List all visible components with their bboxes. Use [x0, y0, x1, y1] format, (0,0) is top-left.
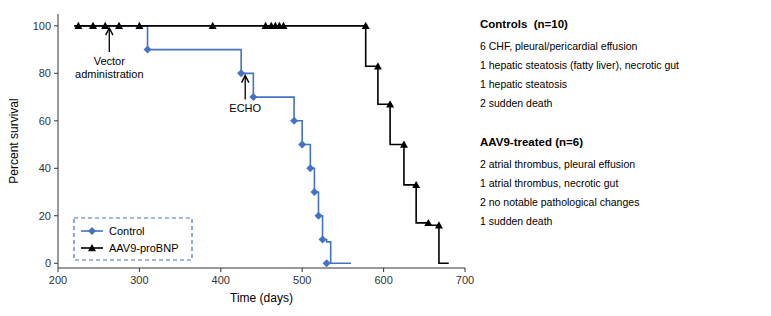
- point-marker: [298, 141, 306, 149]
- point-marker: [144, 46, 152, 54]
- point-marker: [306, 164, 314, 172]
- x-axis-label: Time (days): [230, 291, 293, 305]
- x-tick: [465, 268, 466, 272]
- chart: 200 300 400 500 600 700 0 20 40 60 80 100 Time (days…: [0, 0, 771, 316]
- y-tick-label: 60: [39, 115, 51, 127]
- note-line: 2 atrial thrombus, pleural effusion: [480, 158, 635, 170]
- note-title: Controls (n=10): [480, 18, 568, 30]
- y-axis: [58, 14, 59, 268]
- x-tick-label: 200: [49, 274, 67, 286]
- legend-label: Control: [109, 225, 144, 237]
- point-marker: [249, 93, 257, 101]
- annotation-text: ECHO: [229, 102, 261, 114]
- y-tick: [54, 25, 58, 26]
- y-tick-label: 0: [45, 257, 51, 269]
- y-tick: [54, 263, 58, 264]
- annotation-text: Vectoradministration: [75, 55, 143, 80]
- x-tick: [58, 268, 59, 272]
- y-tick-label: 100: [33, 20, 51, 32]
- note-line: 2 no notable pathological changes: [480, 196, 639, 208]
- point-marker: [314, 212, 322, 220]
- y-tick-label: 80: [39, 67, 51, 79]
- note-line: 1 hepatic steatosis: [480, 78, 567, 90]
- point-marker: [319, 236, 327, 244]
- point-marker: [362, 22, 370, 29]
- y-tick: [54, 168, 58, 169]
- y-tick-label: 20: [39, 210, 51, 222]
- annotation-line: ECHO: [229, 102, 261, 114]
- point-marker: [323, 259, 331, 267]
- point-marker: [74, 22, 82, 29]
- y-tick: [54, 215, 58, 216]
- x-tick-label: 500: [293, 274, 311, 286]
- x-tick: [220, 268, 221, 272]
- note-line: 1 atrial thrombus, necrotic gut: [480, 177, 618, 189]
- point-marker: [310, 188, 318, 196]
- point-marker: [279, 22, 287, 29]
- point-marker: [115, 22, 123, 29]
- legend: Control AAV9-proBNP: [74, 218, 192, 260]
- x-tick-label: 400: [212, 274, 230, 286]
- x-tick-label: 600: [374, 274, 392, 286]
- annotation-line: administration: [75, 68, 143, 80]
- legend-frame: [74, 218, 192, 260]
- point-marker: [89, 22, 97, 29]
- point-marker: [374, 62, 382, 69]
- point-marker: [424, 219, 432, 226]
- x-axis: [58, 268, 465, 269]
- plot-area: [74, 22, 448, 267]
- y-tick-label: 40: [39, 162, 51, 174]
- note-line: 1 hepatic steatosis (fatty liver), necro…: [480, 59, 679, 71]
- annotation-line: Vector: [94, 55, 126, 67]
- point-marker: [400, 141, 408, 148]
- y-axis-label: Percent survival: [7, 98, 21, 183]
- annotation-arrow: [245, 75, 246, 99]
- survival-line: [74, 26, 351, 263]
- point-marker: [237, 69, 245, 77]
- note-line: 2 sudden death: [480, 97, 553, 109]
- annotation-arrow: [109, 28, 110, 52]
- point-marker: [412, 181, 420, 188]
- legend-marker: [88, 227, 96, 235]
- point-marker: [386, 100, 394, 107]
- x-tick: [302, 268, 303, 272]
- y-tick: [54, 73, 58, 74]
- legend-marker: [88, 244, 96, 251]
- note-line: 1 sudden death: [480, 215, 553, 227]
- x-tick: [139, 268, 140, 272]
- x-tick-label: 300: [130, 274, 148, 286]
- x-tick-label: 700: [456, 274, 474, 286]
- point-marker: [435, 221, 443, 228]
- point-marker: [290, 117, 298, 125]
- note-title: AAV9-treated (n=6): [480, 136, 583, 148]
- point-marker: [209, 22, 217, 29]
- point-marker: [135, 22, 143, 29]
- point-marker: [101, 22, 109, 29]
- x-tick: [383, 268, 384, 272]
- note-line: 6 CHF, pleural/pericardial effusion: [480, 40, 638, 52]
- survival-line: [74, 26, 448, 263]
- legend-label: AAV9-proBNP: [109, 242, 179, 254]
- y-tick: [54, 120, 58, 121]
